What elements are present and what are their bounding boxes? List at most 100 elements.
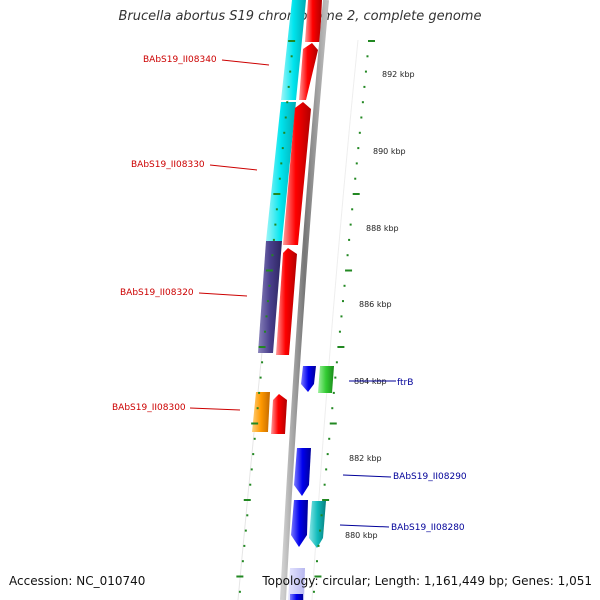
cds-arrow-red-1 [305,0,322,42]
tick-mark [345,269,353,272]
tick-dots [236,40,375,593]
tick-mark [335,361,338,364]
tick-mark [312,590,315,593]
tick-mark [290,55,293,58]
gene-label-right[interactable]: BAbS19_II08280 [391,523,465,533]
tick-mark [271,254,274,257]
tick-mark [331,407,334,410]
tick-mark [252,453,255,456]
tick-mark [317,544,320,547]
cds-arrow-red-3 [283,102,311,245]
tick-label: 892 kbp [382,70,415,79]
cds-track-navy [258,241,282,353]
tick-mark [272,238,275,241]
tick-mark [246,514,249,517]
tick-mark [265,269,273,272]
label-leader [209,164,258,171]
tick-mark [360,116,363,119]
tick-mark [258,391,261,394]
cds-track-cyan [281,0,306,100]
topology-summary: Topology: circular; Length: 1,161,449 bp… [262,574,592,588]
tick-label: 882 kbp [349,454,382,463]
label-leader [221,59,270,66]
tick-mark [236,575,244,578]
tick-mark [274,223,277,226]
tick-mark [319,529,322,532]
gene-label-right[interactable]: ftrB [397,378,413,388]
cds-arrow-red-4 [276,248,297,355]
tick-mark [314,575,322,578]
label-leader [189,407,241,411]
tick-mark [273,193,281,195]
tick-mark [352,193,360,195]
tick-mark [338,330,341,333]
tick-mark [241,560,244,563]
tick-mark [283,131,286,134]
tick-mark [341,300,344,303]
tick-label: 888 kbp [366,224,399,233]
tick-mark [249,483,252,486]
tick-mark [361,101,364,104]
tick-mark [349,223,352,226]
tick-mark [264,330,267,333]
tick-mark [286,101,289,104]
cds-arrow-blue-2 [294,448,311,496]
cds-track-cyan-lower [266,102,296,241]
tick-mark [355,162,358,165]
tick-mark [315,560,318,563]
tick-mark [325,468,328,471]
cds-arrow-blue-4 [290,594,303,600]
tick-mark [265,315,268,318]
label-leader [339,524,390,528]
tick-mark [268,284,271,287]
cds-orange [252,392,270,432]
tick-mark [258,346,266,348]
tick-mark [266,300,269,303]
tick-mark [366,55,369,58]
tick-mark [287,85,290,88]
tick-label: 890 kbp [373,147,406,156]
gene-label-left[interactable]: BAbS19_II08340 [143,55,217,65]
gene-label-right[interactable]: BAbS19_II08290 [393,472,467,482]
tick-mark [340,315,343,318]
cds-teal [309,501,326,548]
gene-label-left[interactable]: BAbS19_II08300 [112,403,186,413]
tick-mark [256,407,259,410]
tick-mark [363,85,366,88]
tick-mark [275,208,278,211]
gene-label-left[interactable]: BAbS19_II08320 [120,288,194,298]
tick-mark [261,361,264,364]
tick-mark [334,376,337,379]
cds-arrow-blue-3 [291,500,308,547]
tick-mark [251,422,259,425]
tick-mark [329,422,337,425]
tick-mark [284,116,287,119]
genome-backbone [280,0,329,600]
tick-mark [358,131,361,134]
tick-mark [351,208,354,211]
gene-label-left[interactable]: BAbS19_II08330 [131,160,205,170]
tick-mark [368,40,375,42]
tick-mark [346,254,349,257]
tick-mark [244,529,247,532]
tick-mark [320,514,323,517]
tick-mark [326,453,329,456]
tick-mark [323,483,326,486]
label-leader [198,292,248,297]
tick-mark [357,147,360,150]
tick-mark [332,391,335,394]
tick-mark [288,40,296,42]
tick-mark [354,177,357,180]
cds-arrow-red-5 [271,394,287,434]
tick-mark [238,590,241,593]
tick-mark [281,147,284,150]
cds-arrow-red-2 [299,43,318,100]
tick-mark [243,544,246,547]
tick-mark [243,499,251,501]
tick-mark [278,177,281,180]
tick-mark [337,346,345,348]
accession-text: Accession: NC_010740 [9,574,146,588]
tick-mark [259,376,262,379]
